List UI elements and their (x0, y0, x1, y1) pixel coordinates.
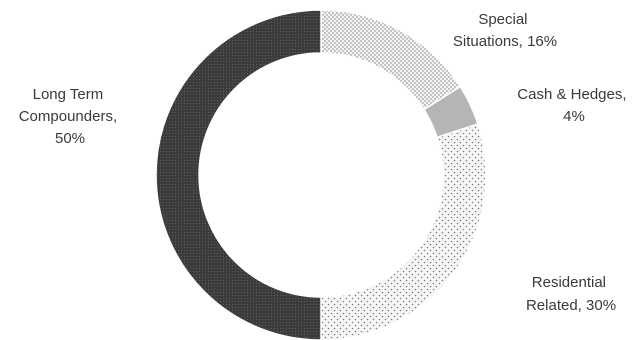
slice-residential-related (320, 123, 487, 340)
slice-long-term-compounders (155, 9, 322, 340)
label-cash-hedges: Cash & Hedges, 4% (517, 86, 630, 125)
label-special-situations: Special Situations, 16% (453, 11, 557, 50)
donut-slices (155, 9, 487, 340)
slice-special-situations (320, 9, 462, 111)
label-long-term-compounders: Long Term Compounders, 50% (19, 86, 122, 147)
label-residential-related: Residential Related, 30% (526, 274, 616, 314)
